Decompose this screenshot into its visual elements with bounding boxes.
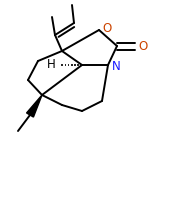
Text: N: N [112,59,121,72]
Text: O: O [102,23,111,36]
Text: O: O [138,39,147,52]
Text: H: H [47,59,56,72]
Polygon shape [27,95,42,117]
